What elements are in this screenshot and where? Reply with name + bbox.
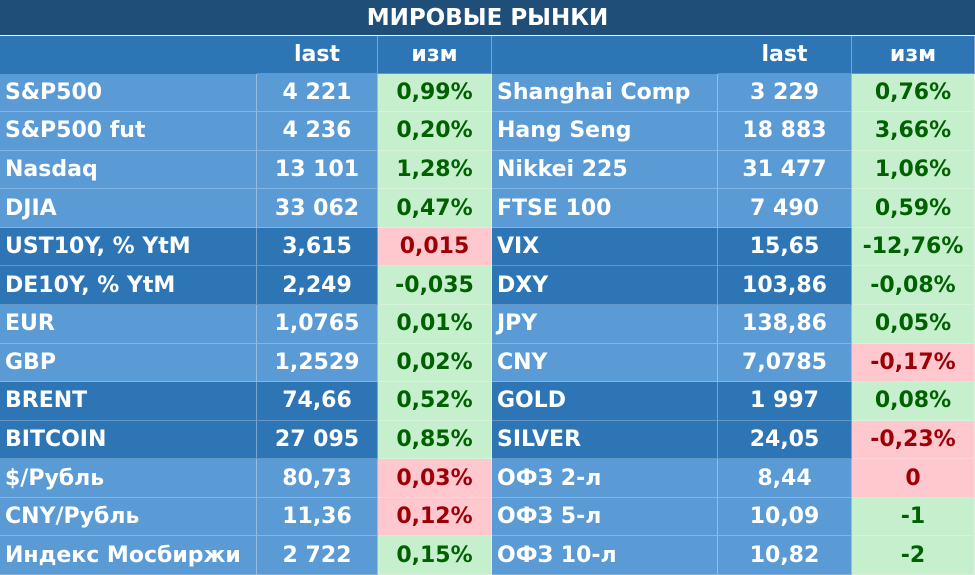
instrument-name: ОФЗ 2-л [492,459,718,498]
column-header: изм [852,36,975,74]
last-value: 10,09 [718,497,852,537]
last-value: 103,86 [718,266,852,305]
instrument-name: S&P500 fut [0,112,257,151]
last-value: 18 883 [718,112,852,151]
last-value: 1,2529 [257,343,378,383]
instrument-name: DXY [492,266,718,305]
last-value: 3,615 [257,227,378,267]
change-value: -0,17% [852,343,975,383]
instrument-name: BRENT [0,382,257,421]
instrument-name: BITCOIN [0,420,257,460]
change-value: -0,08% [852,266,975,305]
last-value: 2 722 [257,536,378,575]
column-header: last [257,36,378,74]
change-value: 1,28% [378,150,492,190]
instrument-name: ОФЗ 10-л [492,536,718,575]
last-value: 27 095 [257,420,378,460]
last-value: 31 477 [718,150,852,190]
change-value: -1 [852,497,975,537]
last-value: 1,0765 [257,304,378,344]
last-value: 15,65 [718,227,852,267]
instrument-name: Shanghai Comp [492,73,718,113]
last-value: 8,44 [718,459,852,498]
instrument-name: ОФЗ 5-л [492,497,718,537]
change-value: 1,06% [852,150,975,190]
instrument-name: $/Рубль [0,459,257,498]
change-value: -2 [852,536,975,575]
change-value: -0,035 [378,266,492,305]
change-value: -12,76% [852,227,975,267]
last-value: 24,05 [718,420,852,460]
instrument-name: EUR [0,304,257,344]
change-value: 0,015 [378,227,492,267]
change-value: -0,23% [852,420,975,460]
change-value: 0,85% [378,420,492,460]
column-header: last [718,36,852,74]
instrument-name: DE10Y, % YtM [0,266,257,305]
last-value: 80,73 [257,459,378,498]
change-value: 0,47% [378,189,492,228]
instrument-name: SILVER [492,420,718,460]
last-value: 10,82 [718,536,852,575]
change-value: 0,99% [378,73,492,113]
last-value: 13 101 [257,150,378,190]
last-value: 1 997 [718,382,852,421]
change-value: 0,05% [852,304,975,344]
instrument-name: GOLD [492,382,718,421]
change-value: 0,20% [378,112,492,151]
instrument-name: Nasdaq [0,150,257,190]
instrument-name: CNY/Рубль [0,497,257,537]
change-value: 0,52% [378,382,492,421]
change-value: 0 [852,459,975,498]
last-value: 7,0785 [718,343,852,383]
column-header: изм [378,36,492,74]
last-value: 4 221 [257,73,378,113]
instrument-name: UST10Y, % YtM [0,227,257,267]
instrument-name: JPY [492,304,718,344]
instrument-name: Индекс Мосбиржи [0,536,257,575]
last-value: 4 236 [257,112,378,151]
instrument-name: GBP [0,343,257,383]
change-value: 0,59% [852,189,975,228]
instrument-name: CNY [492,343,718,383]
instrument-name: S&P500 [0,73,257,113]
last-value: 138,86 [718,304,852,344]
change-value: 0,12% [378,497,492,537]
change-value: 0,15% [378,536,492,575]
last-value: 74,66 [257,382,378,421]
change-value: 0,03% [378,459,492,498]
instrument-name: FTSE 100 [492,189,718,228]
instrument-name: Nikkei 225 [492,150,718,190]
instrument-name: DJIA [0,189,257,228]
last-value: 3 229 [718,73,852,113]
last-value: 7 490 [718,189,852,228]
last-value: 33 062 [257,189,378,228]
change-value: 3,66% [852,112,975,151]
change-value: 0,76% [852,73,975,113]
instrument-name: Hang Seng [492,112,718,151]
title: МИРОВЫЕ РЫНКИ [0,0,975,36]
last-value: 11,36 [257,497,378,537]
change-value: 0,01% [378,304,492,344]
last-value: 2,249 [257,266,378,305]
change-value: 0,08% [852,382,975,421]
instrument-name: VIX [492,227,718,267]
change-value: 0,02% [378,343,492,383]
